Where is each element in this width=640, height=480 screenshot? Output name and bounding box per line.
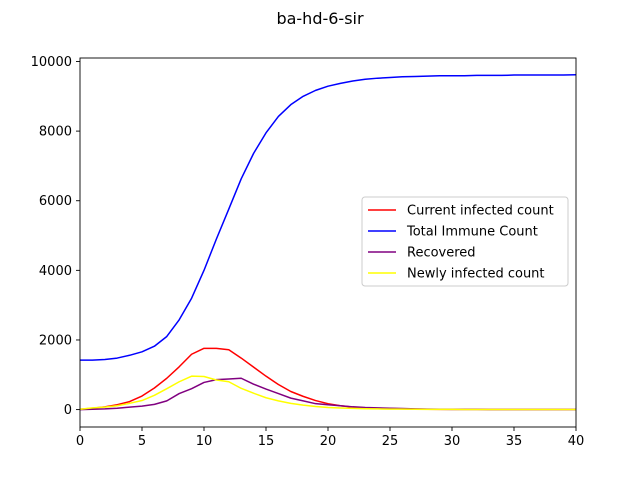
legend: Current infected count Total Immune Count… (361, 196, 569, 287)
legend-label: Total Immune Count (406, 225, 538, 240)
y-axis: 0 2000 4000 6000 8000 10000 (31, 55, 80, 418)
series-layer (79, 73, 577, 411)
y-tick-label: 6000 (39, 194, 72, 209)
x-tick-label: 0 (76, 434, 84, 449)
axes-frame (79, 57, 577, 428)
x-tick-label: 30 (444, 434, 461, 449)
y-tick-label: 8000 (39, 125, 72, 140)
x-tick-label: 10 (196, 434, 213, 449)
y-tick-label: 0 (64, 403, 72, 418)
legend-box (361, 196, 569, 287)
x-axis: 0 5 10 15 20 25 30 35 40 (76, 427, 584, 449)
x-tick-label: 25 (382, 434, 399, 449)
y-tick-label: 2000 (39, 333, 72, 348)
y-tick-label: 10000 (31, 55, 72, 70)
legend-label: Newly infected count (407, 267, 545, 282)
x-tick-label: 20 (320, 434, 337, 449)
x-tick-label: 15 (258, 434, 275, 449)
y-tick-label: 4000 (39, 264, 72, 279)
x-tick-label: 35 (506, 434, 523, 449)
legend-label: Recovered (407, 246, 476, 261)
series-line-newly-infected-count (79, 375, 576, 411)
x-tick-label: 5 (138, 434, 146, 449)
x-tick-label: 40 (568, 434, 585, 449)
legend-label: Current infected count (407, 204, 554, 219)
chart-title: ba-hd-6-sir (276, 9, 364, 28)
series-line-total-immune-count (80, 73, 577, 361)
